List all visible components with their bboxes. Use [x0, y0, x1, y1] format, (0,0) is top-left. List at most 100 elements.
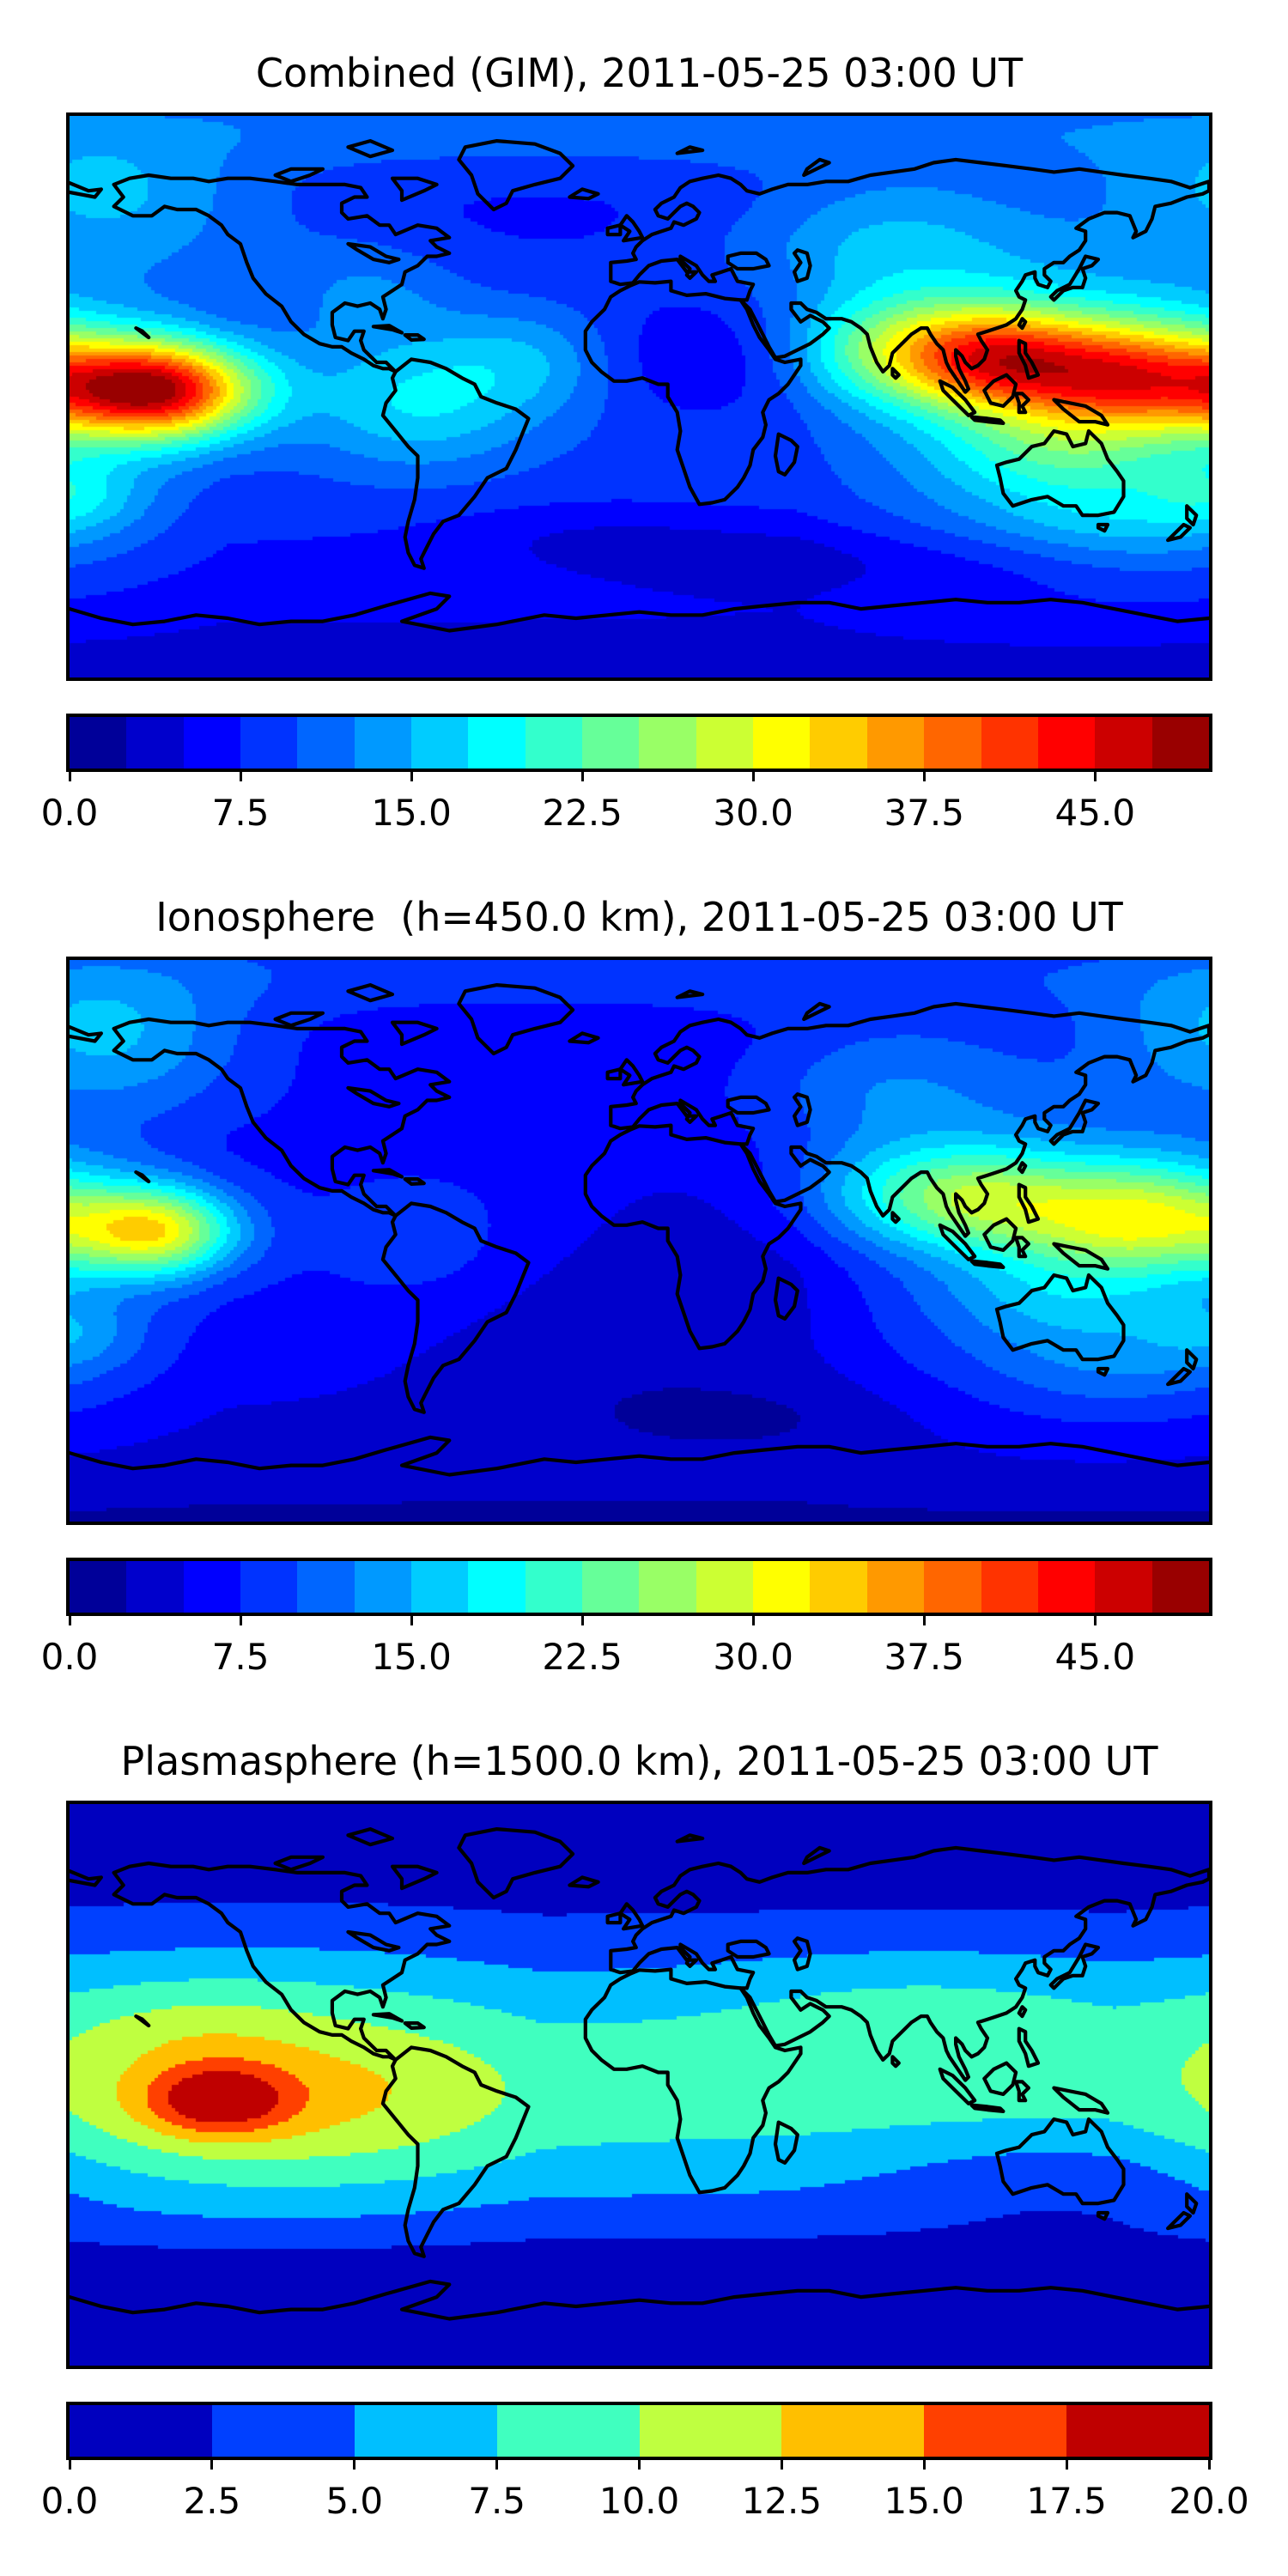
colorbar-tick	[922, 770, 926, 781]
coastline-new-zealand-south	[1165, 2210, 1193, 2231]
colorbar-segment	[753, 1561, 811, 1613]
coastline-ellesmere-island	[346, 139, 395, 159]
panel2-colorbar	[66, 1558, 1212, 1616]
colorbar-tick-label: 2.5	[183, 2480, 241, 2522]
colorbar-tick-label: 7.5	[211, 1636, 270, 1678]
colorbar-tick-label: 5.0	[325, 2480, 384, 2522]
coastline-madagascar	[773, 2120, 799, 2165]
colorbar-segment	[240, 717, 298, 769]
coastline-svalbard	[675, 1833, 705, 1844]
panel3-title: Plasmasphere (h=1500.0 km), 2011-05-25 0…	[120, 1738, 1158, 1784]
colorbar-segment	[354, 717, 412, 769]
colorbar-tick-label: 45.0	[1054, 1636, 1136, 1678]
colorbar-segment	[866, 1561, 925, 1613]
colorbar-segment	[126, 717, 184, 769]
colorbar-segment	[696, 1561, 754, 1613]
coastline-sulawesi	[1013, 1236, 1031, 1259]
coastline-taiwan	[1017, 2005, 1028, 2019]
coastline-australia	[994, 428, 1126, 518]
coastline-ellesmere-island	[346, 1827, 395, 1847]
coastline-hawaii	[134, 2014, 151, 2028]
panel2-map-frame	[66, 957, 1212, 1525]
coastline-antarctica-coast	[70, 2279, 1209, 2321]
coastline-philippines	[1017, 2026, 1041, 2069]
coastline-madagascar	[773, 432, 799, 477]
colorbar-tick-label: 7.5	[468, 2480, 526, 2522]
coastline-new-guinea	[1052, 2086, 1110, 2115]
coastline-hispaniola	[403, 1177, 426, 1186]
colorbar-segment	[70, 2405, 212, 2457]
coastline-africa	[583, 1967, 803, 2195]
colorbar-tick-label: 30.0	[713, 1636, 793, 1678]
coastline-sri-lanka	[890, 2055, 901, 2069]
coastline-sri-lanka	[890, 367, 901, 380]
colorbar-segment	[696, 717, 754, 769]
colorbar-segment	[866, 717, 925, 769]
panel3-colorbar	[66, 2402, 1212, 2460]
coastline-africa	[583, 1123, 803, 1351]
coastline-java	[969, 1259, 1005, 1269]
coastline-japan	[1048, 254, 1101, 302]
coastline-greenland	[457, 139, 575, 212]
colorbar-segment	[183, 1561, 241, 1613]
colorbar-tick-label: 17.5	[1026, 2480, 1107, 2522]
coastline-new-zealand-north	[1185, 1348, 1199, 1371]
colorbar-tick-label: 22.5	[542, 1636, 623, 1678]
colorbar-segment	[1151, 1561, 1209, 1613]
coastline-iceland	[568, 187, 600, 201]
coastline-victoria-island	[273, 1855, 325, 1872]
colorbar-tick	[353, 2458, 356, 2470]
colorbar-tick-label: 37.5	[884, 1636, 964, 1678]
coastline-new-zealand-south	[1165, 1366, 1193, 1387]
colorbar-tick	[1093, 1614, 1097, 1625]
colorbar-segment	[126, 1561, 184, 1613]
colorbar-segment	[781, 2405, 925, 2457]
coastline-victoria-island	[273, 167, 325, 184]
colorbar-segment	[496, 2405, 640, 2457]
colorbar-segment	[411, 717, 469, 769]
colorbar-tick-label: 15.0	[371, 1636, 452, 1678]
coastline-great-lakes	[346, 1929, 401, 1953]
coastline-borneo	[982, 2061, 1018, 2096]
coastline-java	[969, 2103, 1005, 2113]
colorbar-tick-label: 0.0	[40, 792, 99, 834]
coastline-taiwan	[1017, 1161, 1028, 1175]
coastline-sumatra	[938, 1223, 977, 1261]
colorbar-tick-label: 15.0	[884, 2480, 964, 2522]
panel1-title: Combined (GIM), 2011-05-25 03:00 UT	[255, 50, 1024, 96]
coastline-eurasia	[609, 157, 1209, 394]
coastline-greenland	[457, 983, 575, 1056]
coastline-chukotka-west-of-dateline	[70, 1868, 104, 1887]
colorbar-tick-label: 45.0	[1054, 792, 1136, 834]
colorbar-tick	[68, 1614, 71, 1625]
colorbar-tick	[1207, 2458, 1211, 2470]
colorbar-segment	[70, 717, 127, 769]
colorbar-tick-label: 0.0	[40, 2480, 99, 2522]
coastline-iceland	[568, 1875, 600, 1889]
panel1-coastlines	[70, 139, 1209, 633]
coastline-new-zealand-north	[1185, 504, 1199, 527]
coastline-greenland	[457, 1827, 575, 1900]
coastline-philippines	[1017, 338, 1041, 380]
coastline-caspian-sea	[792, 1936, 812, 1971]
colorbar-tick	[580, 1614, 584, 1625]
coastline-britain	[618, 214, 645, 243]
colorbar-tick	[410, 770, 413, 781]
panel1-colorbar	[66, 714, 1212, 772]
coastline-hawaii	[134, 326, 151, 340]
coastline-cuba	[371, 2012, 404, 2023]
colorbar-tick	[210, 2458, 214, 2470]
coastline-sulawesi	[1013, 2080, 1031, 2103]
colorbar-tick	[239, 770, 242, 781]
colorbar-tick-label: 20.0	[1169, 2480, 1249, 2522]
coastline-ireland	[605, 1911, 623, 1925]
coastline-britain	[618, 1902, 645, 1931]
colorbar-segment	[582, 717, 640, 769]
colorbar-tick	[68, 770, 71, 781]
colorbar-tick-label: 30.0	[713, 792, 793, 834]
colorbar-segment	[468, 1561, 526, 1613]
colorbar-segment	[1066, 2405, 1209, 2457]
coastline-baffin-island	[390, 176, 439, 203]
colorbar-segment	[297, 717, 355, 769]
coastline-baffin-island	[390, 1020, 439, 1047]
